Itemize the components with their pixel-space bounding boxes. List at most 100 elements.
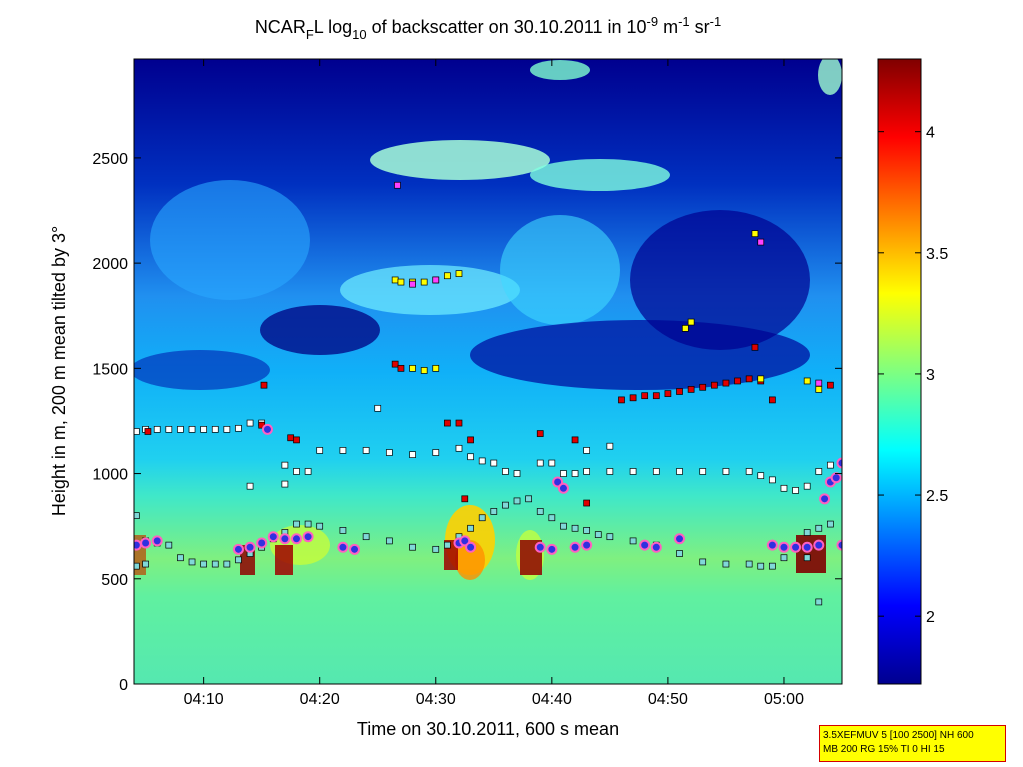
heatmap-structure-8 [134, 350, 270, 390]
marker-s0-p41 [780, 484, 788, 492]
heatmap-structure-10 [455, 540, 485, 580]
marker-s3-p1 [397, 278, 405, 286]
marker-s0-p31 [583, 468, 591, 475]
marker-s2-p5 [391, 360, 399, 368]
marker-s4-p2 [432, 276, 440, 284]
marker-s5-p17 [546, 543, 558, 555]
marker-s2-p8 [455, 419, 463, 427]
marker-s1-p28 [513, 497, 521, 505]
x-tick-label-1: 04:20 [300, 691, 340, 708]
marker-s0-p5 [188, 426, 196, 433]
chart-title: NCARFL log10 of backscatter on 30.10.201… [255, 14, 721, 42]
marker-s0-p23 [478, 457, 486, 465]
marker-s0-p40 [769, 476, 776, 484]
marker-s0-p39 [757, 472, 765, 480]
marker-s1-p35 [594, 531, 602, 538]
marker-s2-p23 [745, 375, 753, 383]
marker-s1-p15 [304, 520, 312, 528]
marker-s1-p33 [571, 524, 579, 532]
marker-s5-p33 [836, 457, 842, 469]
marker-s5-p29 [813, 539, 825, 551]
marker-s3-p10 [687, 318, 695, 326]
marker-s3-p0 [391, 276, 399, 284]
marker-s0-p10 [246, 419, 254, 427]
marker-s1-p22 [444, 541, 451, 549]
marker-s1-p43 [757, 562, 765, 570]
colorbar-tick-label-2: 3 [926, 367, 935, 384]
marker-s5-p8 [279, 533, 291, 545]
marker-s5-p19 [557, 482, 569, 494]
colorbar-tick-label-3: 3.5 [926, 246, 948, 263]
marker-s5-p6 [261, 423, 273, 435]
marker-s0-p34 [652, 468, 660, 475]
marker-s5-p24 [674, 533, 686, 545]
marker-s0-p27 [536, 459, 544, 467]
marker-s4-p0 [394, 181, 401, 189]
marker-s5-p7 [267, 531, 279, 543]
marker-s2-p6 [397, 364, 405, 372]
title-superscript-m: -1 [678, 14, 690, 29]
marker-s1-p39 [676, 550, 683, 557]
heatmap-structure-0 [370, 140, 550, 180]
marker-s3-p5 [444, 272, 451, 280]
marker-s1-p30 [536, 508, 544, 515]
x-tick-label-3: 04:40 [532, 691, 572, 708]
heatmap-cloud-structures [134, 59, 842, 580]
x-tick-label-0: 04:10 [184, 691, 224, 708]
marker-s2-p2 [260, 381, 268, 389]
y-tick-label-0: 0 [119, 677, 128, 694]
marker-s0-p0 [134, 428, 140, 435]
marker-s5-p11 [337, 541, 349, 553]
marker-s1-p31 [548, 514, 556, 522]
heatmap-structure-19 [275, 545, 293, 575]
y-tick-label-3: 1500 [92, 361, 128, 378]
marker-s1-p20 [409, 543, 416, 551]
marker-s1-p29 [525, 495, 532, 503]
backscatter-heatmap [134, 59, 842, 684]
marker-s3-p15 [815, 386, 823, 393]
marker-s0-p38 [745, 468, 753, 475]
x-tick-label-5: 05:00 [764, 691, 804, 708]
marker-s0-p20 [432, 449, 440, 456]
marker-s3-p6 [455, 270, 463, 277]
marker-s0-p12 [281, 461, 289, 469]
marker-s1-p53 [803, 554, 811, 562]
marker-s4-p1 [409, 280, 416, 288]
marker-s0-p8 [223, 426, 231, 433]
marker-s5-p3 [232, 543, 244, 555]
colorbar [877, 58, 922, 685]
marker-s0-p19 [409, 451, 416, 458]
marker-s1-p45 [780, 554, 788, 562]
marker-s2-p9 [467, 436, 474, 444]
marker-s2-p11 [571, 436, 579, 444]
title-superscript-exp: -9 [647, 14, 659, 29]
processing-info-box: 3.5XEFMUV 5 [100 2500] NH 600 MB 200 RG … [819, 725, 1006, 762]
marker-s5-p28 [801, 541, 813, 553]
title-superscript-sr: -1 [710, 14, 722, 29]
y-tick-label-2: 1000 [92, 467, 128, 484]
title-part-5: sr [690, 17, 710, 37]
marker-s2-p7 [444, 419, 451, 427]
marker-s2-p28 [461, 495, 469, 503]
marker-s2-p15 [652, 392, 660, 400]
marker-s5-p10 [302, 531, 314, 543]
marker-s2-p26 [769, 396, 776, 404]
marker-s0-p16 [339, 447, 347, 454]
x-axis: 04:10 04:20 04:30 04:40 04:50 05:00 [184, 59, 804, 708]
marker-s0-p4 [177, 426, 184, 433]
marker-s5-p22 [639, 539, 651, 551]
marker-s2-p14 [641, 392, 649, 400]
marker-s3-p11 [681, 325, 689, 332]
y-tick-label-5: 2500 [92, 151, 128, 168]
marker-s2-p22 [734, 377, 741, 385]
marker-s1-p21 [432, 545, 440, 553]
marker-s0-p44 [815, 468, 823, 475]
marker-s5-p16 [534, 541, 546, 553]
marker-s0-p48 [374, 404, 382, 412]
marker-s5-p23 [650, 541, 662, 553]
marker-s1-p40 [699, 558, 707, 566]
y-tick-label-1: 500 [101, 572, 128, 589]
marker-s2-p29 [583, 499, 591, 507]
marker-s0-p43 [803, 482, 811, 490]
